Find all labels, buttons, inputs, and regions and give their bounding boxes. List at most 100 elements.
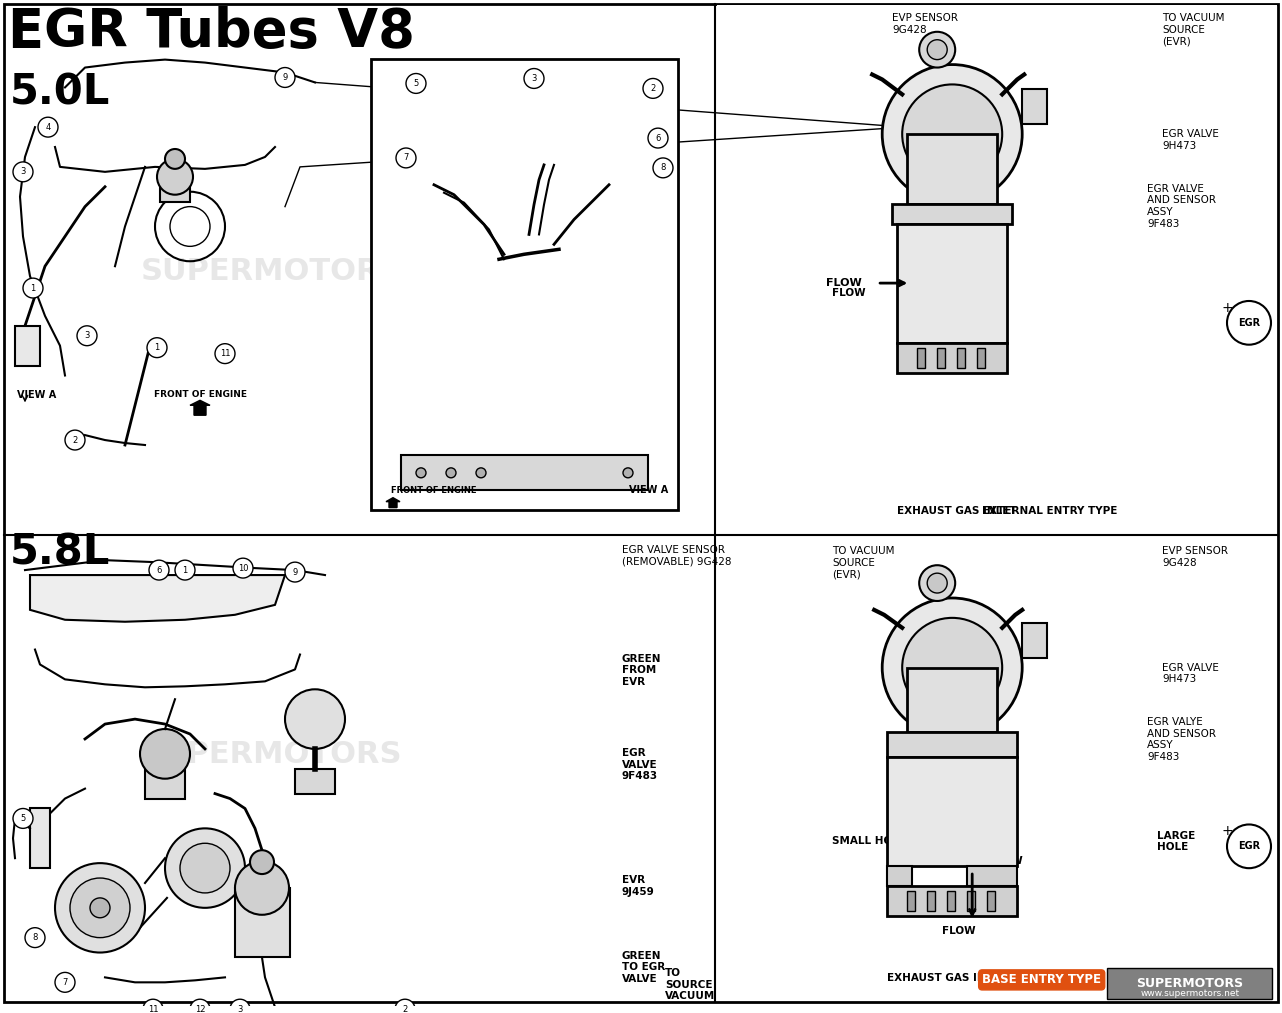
Circle shape [653, 158, 673, 178]
Text: 9: 9 [292, 567, 297, 576]
Text: GREEN
FROM
EVR: GREEN FROM EVR [622, 653, 662, 687]
Bar [947, 891, 955, 911]
Text: EGR
VALVE
9F483: EGR VALVE 9F483 [622, 748, 658, 781]
Bar [160, 172, 190, 202]
Bar [1022, 623, 1047, 657]
Bar [1106, 967, 1272, 999]
Circle shape [13, 808, 33, 829]
Text: FRONT OF ENGINE: FRONT OF ENGINE [154, 390, 246, 399]
Circle shape [644, 78, 663, 98]
Bar [897, 224, 1008, 342]
Text: EGR VALVE
9H473: EGR VALVE 9H473 [1161, 129, 1219, 151]
Text: FLOW: FLOW [827, 279, 863, 288]
Circle shape [90, 898, 110, 918]
Circle shape [1227, 301, 1270, 344]
Text: 11: 11 [147, 1005, 158, 1013]
Text: EXHAUST GAS INLET: EXHAUST GAS INLET [887, 973, 1006, 984]
Bar [937, 347, 945, 368]
Circle shape [882, 598, 1022, 737]
Text: FRONT OF ENGINE: FRONT OF ENGINE [391, 485, 477, 494]
Text: 1: 1 [31, 284, 36, 293]
Bar [987, 891, 995, 911]
Text: EGR: EGR [1238, 318, 1260, 328]
Circle shape [446, 468, 456, 478]
Text: EGR VALYE
AND SENSOR
ASSY
9F483: EGR VALYE AND SENSOR ASSY 9F483 [1147, 717, 1217, 762]
Circle shape [524, 69, 544, 88]
Circle shape [882, 65, 1022, 204]
Text: 2: 2 [650, 84, 655, 93]
Circle shape [623, 468, 633, 478]
Text: EGR VALVE SENSOR
(REMOVABLE) 9G428: EGR VALVE SENSOR (REMOVABLE) 9G428 [622, 545, 732, 567]
Bar [917, 347, 926, 368]
Circle shape [23, 279, 44, 298]
Text: 5.8L: 5.8L [10, 532, 110, 573]
Text: SMALL HOLE: SMALL HOLE [832, 837, 906, 846]
Circle shape [55, 972, 76, 993]
Circle shape [276, 68, 295, 87]
Bar [1022, 89, 1047, 125]
Bar [29, 808, 50, 868]
Circle shape [250, 850, 274, 874]
Text: EXTERNAL ENTRY TYPE: EXTERNAL ENTRY TYPE [982, 505, 1118, 516]
Bar [967, 891, 976, 911]
Bar [401, 455, 647, 489]
Text: LARGE
HOLE: LARGE HOLE [1156, 831, 1195, 852]
Bar [908, 134, 997, 204]
Circle shape [144, 999, 163, 1013]
Text: 8: 8 [660, 163, 665, 172]
Circle shape [147, 337, 167, 358]
Text: 3: 3 [531, 74, 537, 83]
Circle shape [647, 128, 668, 148]
Text: 4: 4 [45, 123, 50, 132]
Circle shape [927, 573, 947, 593]
Circle shape [285, 689, 345, 749]
Circle shape [165, 829, 245, 908]
Text: GREEN
TO EGR
VALVE: GREEN TO EGR VALVE [622, 950, 665, 984]
Circle shape [65, 431, 85, 450]
Text: 5.0L: 5.0L [10, 72, 110, 113]
Text: EVP SENSOR
9G428: EVP SENSOR 9G428 [892, 13, 958, 34]
Bar [927, 891, 935, 911]
Circle shape [13, 162, 33, 181]
Text: 5: 5 [21, 813, 26, 823]
Text: 3: 3 [237, 1005, 242, 1013]
Circle shape [927, 40, 947, 60]
Text: FLOW: FLOW [942, 926, 976, 936]
Text: EGR VALVE
9H473: EGR VALVE 9H473 [1161, 663, 1219, 684]
Text: EGR: EGR [1238, 842, 1260, 851]
Circle shape [176, 560, 195, 580]
Text: +: + [1222, 825, 1233, 839]
Circle shape [919, 565, 955, 601]
Circle shape [26, 928, 45, 947]
Text: 2: 2 [72, 436, 78, 445]
Bar [717, 538, 1277, 1001]
Bar [908, 891, 915, 911]
Text: 8: 8 [32, 933, 37, 942]
Text: VIEW A: VIEW A [628, 484, 668, 494]
Bar [887, 732, 1017, 757]
Text: EGR VALVE
AND SENSOR
ASSY
9F483: EGR VALVE AND SENSOR ASSY 9F483 [1147, 183, 1217, 229]
Circle shape [233, 558, 253, 578]
Circle shape [395, 999, 415, 1013]
Circle shape [919, 31, 955, 68]
Text: EVP SENSOR
9G428: EVP SENSOR 9G428 [1161, 546, 1228, 568]
Circle shape [285, 562, 305, 582]
Text: SUPERMOTORS: SUPERMOTORS [141, 257, 403, 287]
Circle shape [179, 843, 229, 892]
Circle shape [396, 148, 415, 168]
Polygon shape [386, 497, 400, 508]
Bar [717, 5, 1277, 534]
Text: 3: 3 [85, 331, 90, 340]
Circle shape [77, 326, 97, 345]
Text: 3: 3 [21, 167, 26, 176]
Circle shape [903, 84, 1003, 183]
Bar [958, 347, 965, 368]
Circle shape [415, 468, 426, 478]
Text: 9: 9 [282, 73, 287, 82]
Circle shape [406, 74, 426, 93]
Text: 10: 10 [237, 563, 249, 572]
Text: SUPERMOTORS: SUPERMOTORS [141, 741, 403, 769]
Bar [370, 59, 678, 510]
Text: 5: 5 [413, 79, 419, 88]
Circle shape [215, 343, 235, 364]
